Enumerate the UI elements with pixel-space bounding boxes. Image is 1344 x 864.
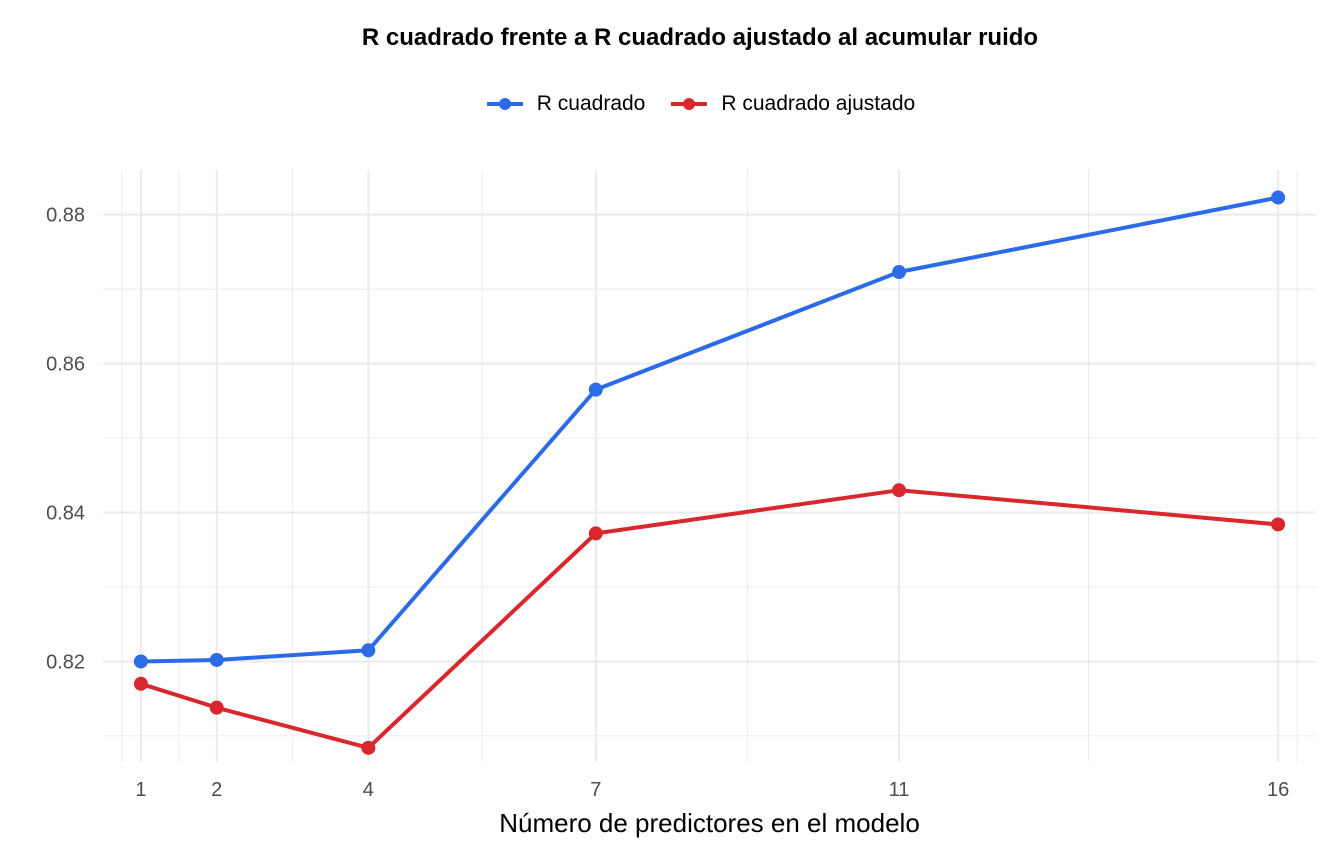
legend-label-r-cuadrado: R cuadrado (536, 92, 646, 115)
y-tick-label: 0.82 (46, 651, 85, 673)
grid (103, 170, 1316, 762)
legend-dot-r-cuadrado-ajustado (683, 98, 696, 110)
legend-item-r-cuadrado-ajustado: R cuadrado ajustado (669, 92, 915, 116)
data-point (588, 526, 603, 541)
legend-dot-r-cuadrado (498, 98, 511, 110)
data-point (588, 382, 603, 397)
data-point (1271, 190, 1286, 205)
chart-title: R cuadrado frente a R cuadrado ajustado … (361, 24, 1039, 51)
data-point (1271, 517, 1286, 532)
legend-label-r-cuadrado-ajustado: R cuadrado ajustado (721, 92, 916, 115)
x-tick-label: 1 (135, 779, 146, 801)
legend-key-r-cuadrado-ajustado (671, 98, 708, 110)
y-tick-label: 0.84 (46, 503, 85, 525)
y-tick-label: 0.86 (46, 354, 85, 376)
x-tick-label: 4 (363, 779, 374, 801)
data-point (892, 483, 907, 498)
data-point (361, 643, 376, 658)
data-point (133, 676, 148, 691)
legend-key-r-cuadrado (486, 98, 523, 110)
legend-item-r-cuadrado: R cuadrado (485, 92, 646, 116)
data-point (209, 652, 224, 667)
tick-labels: 0.82 0.84 0.86 0.88 1 2 4 7 11 16 (46, 205, 1289, 801)
data-point (892, 265, 907, 280)
data-point (133, 654, 148, 669)
x-tick-label: 7 (590, 779, 601, 801)
series-line-0 (140, 195, 1279, 664)
x-tick-label: 16 (1267, 779, 1289, 801)
x-tick-label: 2 (211, 779, 222, 801)
x-tick-label: 11 (889, 779, 910, 801)
series-layer (133, 190, 1286, 755)
x-axis-title: Número de predictores en el modelo (499, 808, 920, 838)
legend: R cuadrado R cuadrado ajustado (0, 92, 1344, 116)
y-tick-label: 0.88 (46, 205, 85, 227)
data-point (361, 740, 376, 755)
data-point (209, 700, 224, 715)
series-line-1 (140, 488, 1279, 750)
